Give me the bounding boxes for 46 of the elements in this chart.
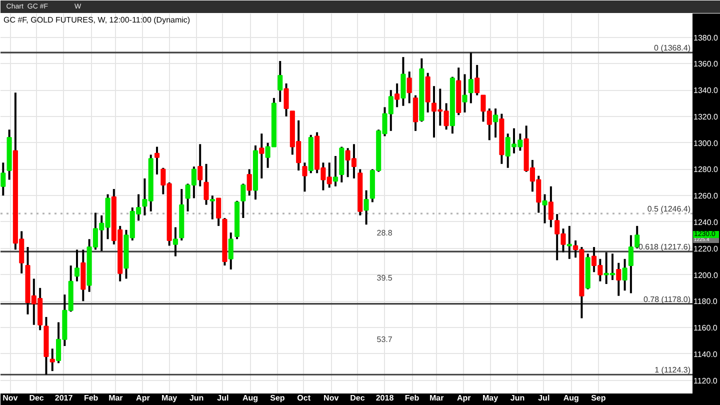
- y-tick-label: 1180.0: [694, 297, 718, 306]
- ref-line-label: 0.5 (1246.4): [647, 204, 691, 214]
- x-tick-label: Mar: [430, 394, 444, 402]
- y-tick-label: 1200.0: [694, 270, 719, 280]
- x-tick-label: Apr: [456, 394, 471, 402]
- x-tick-label: May: [482, 394, 499, 402]
- y-tick-label: 1220.0: [694, 244, 719, 254]
- ref-line-label: 1 (1124.3): [654, 366, 691, 375]
- x-tick-label: Mar: [108, 394, 123, 402]
- x-tick-label: Jul: [217, 394, 229, 402]
- x-tick-label: Sep: [591, 394, 606, 402]
- y-tick-label: 1300.0: [694, 138, 719, 148]
- y-tick-label: 1280.0: [694, 165, 719, 174]
- x-tick-label: Feb: [84, 394, 98, 402]
- y-tick-label: 1240.0: [694, 218, 719, 227]
- x-tick-label: Oct: [297, 394, 311, 402]
- x-tick-label: May: [162, 394, 178, 402]
- x-tick-label: Dec: [29, 394, 44, 402]
- y-tick-label: 1340.0: [694, 86, 719, 96]
- y-tick-label: 1160.0: [694, 324, 718, 333]
- x-tick-label: Aug: [242, 394, 258, 402]
- y-tick-label: 1120.0: [694, 376, 718, 386]
- x-tick-label: Feb: [404, 394, 420, 402]
- x-tick-label: Jun: [189, 394, 204, 402]
- x-tick-label: Apr: [136, 394, 150, 402]
- chart-title: GC #F, GOLD FUTURES, W, 12:00-11:00 (Dynamic): [4, 16, 190, 24]
- annotation: 28.8: [376, 228, 393, 238]
- x-tick-label: Jun: [510, 394, 525, 402]
- ref-line-label: 0.618 (1217.6): [638, 242, 691, 252]
- x-tick-label: Nov: [2, 394, 18, 402]
- x-tick-label: 2017: [54, 394, 74, 402]
- y-tick-label: 1360.0: [694, 60, 719, 69]
- ref-line-label: 0 (1368.4): [654, 44, 691, 53]
- y-tick-label: 1260.0: [694, 192, 719, 201]
- x-tick-label: Sep: [270, 394, 285, 402]
- annotation: 53.7: [376, 335, 393, 344]
- y-tick-label: 1380.0: [694, 33, 719, 42]
- y-tick-label: 1320.0: [694, 112, 719, 122]
- x-tick-label: Dec: [350, 394, 366, 402]
- y-tick-label: 1140.0: [694, 350, 718, 359]
- x-tick-label: Aug: [563, 394, 580, 402]
- x-tick-label: Jul: [538, 394, 550, 402]
- x-tick-label: Nov: [324, 394, 340, 402]
- x-tick-label: 2018: [376, 394, 394, 402]
- annotation: 39.5: [376, 274, 393, 283]
- ref-line-label: 0.78 (1178.0): [644, 294, 691, 304]
